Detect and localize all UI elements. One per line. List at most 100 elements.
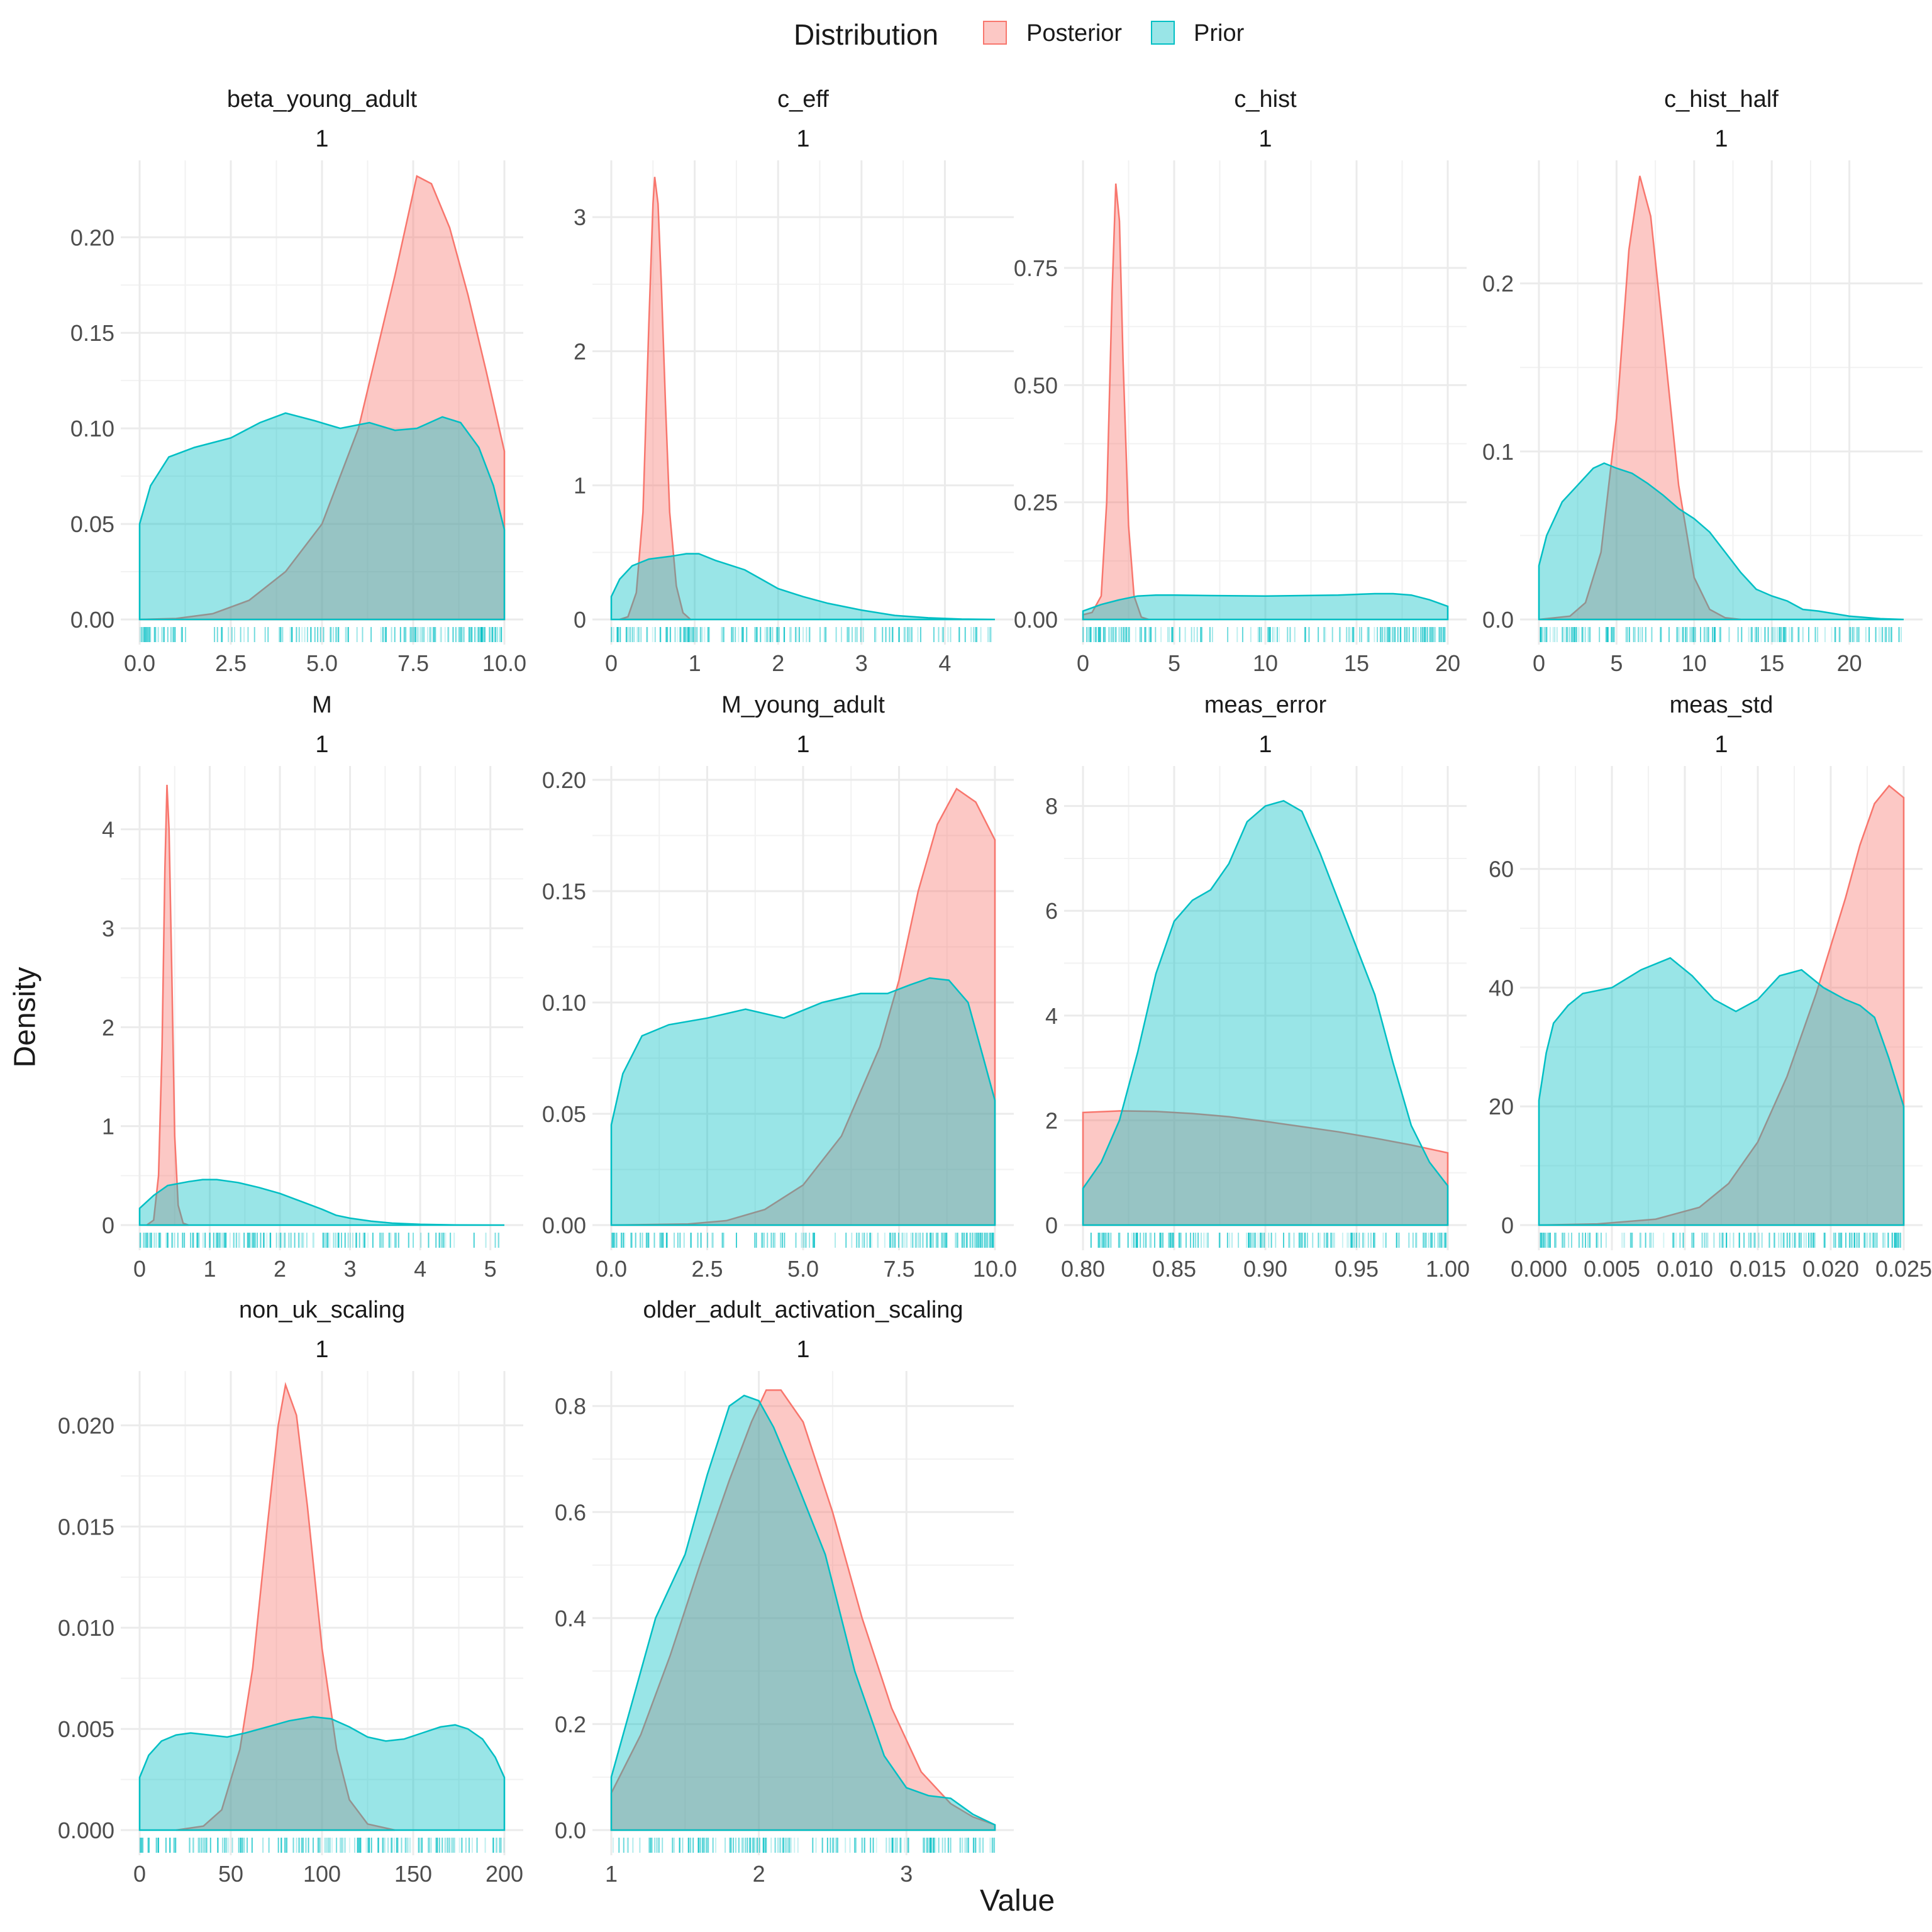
facet-subtitle: 1	[1258, 731, 1272, 758]
y-tick-label: 2	[102, 1014, 114, 1040]
x-tick-label: 5	[484, 1256, 497, 1282]
y-tick-label: 1	[102, 1114, 114, 1140]
y-tick-label: 8	[1045, 794, 1058, 819]
facet-title: c_hist_half	[1664, 86, 1779, 113]
y-tick-label: 0.2	[555, 1711, 586, 1737]
x-tick-label: 2	[753, 1861, 765, 1887]
y-tick-label: 0.6	[555, 1499, 586, 1525]
legend-posterior-key	[983, 21, 1007, 45]
posterior-density	[139, 175, 506, 621]
x-tick-label: 0.95	[1335, 1256, 1379, 1282]
x-tick-label: 5.0	[787, 1256, 819, 1282]
y-tick-label: 0.00	[542, 1213, 586, 1238]
facet-title: M	[312, 692, 332, 718]
x-tick-label: 10.0	[482, 650, 526, 676]
y-tick-label: 0.20	[70, 225, 114, 250]
y-tick-label: 0.10	[542, 990, 586, 1016]
x-tick-label: 3	[855, 650, 868, 676]
facet-panel: meas_error 1 0.80 0.85 0.90 0.95 1.00 0 2 4 6 8	[1045, 692, 1470, 1282]
y-tick-label: 0.00	[1014, 607, 1058, 633]
rug-marks	[139, 1233, 500, 1248]
prior-density	[138, 1179, 505, 1226]
x-tick-label: 4	[414, 1256, 426, 1282]
x-tick-label: 0	[133, 1861, 146, 1887]
y-tick-label: 0.1	[1482, 439, 1514, 465]
rug-marks	[611, 627, 992, 642]
facet-title: non_uk_scaling	[239, 1297, 405, 1323]
facet-title: meas_error	[1204, 692, 1327, 718]
posterior-density	[146, 784, 189, 1226]
y-tick-label: 0.05	[70, 511, 114, 537]
y-tick-label: 0.15	[542, 879, 586, 904]
x-tick-label: 100	[303, 1861, 341, 1887]
legend-posterior-label: Posterior	[1026, 20, 1123, 47]
x-tick-label: 10.0	[973, 1256, 1017, 1282]
y-tick-label: 0.20	[542, 767, 586, 793]
x-tick-label: 2	[772, 650, 784, 676]
y-tick-label: 0.25	[1014, 490, 1058, 516]
x-tick-label: 0	[1533, 650, 1545, 676]
prior-density	[1082, 592, 1449, 621]
x-tick-label: 7.5	[397, 650, 429, 676]
prior-density	[1538, 462, 1904, 621]
y-tick-label: 2	[574, 338, 586, 364]
y-tick-label: 0.020	[58, 1413, 114, 1438]
y-tick-label: 60	[1489, 857, 1514, 882]
x-tick-label: 0.85	[1152, 1256, 1196, 1282]
y-tick-label: 0.4	[555, 1606, 586, 1631]
x-tick-label: 10	[1682, 650, 1707, 676]
x-tick-label: 2.5	[691, 1256, 723, 1282]
rug-marks	[613, 1838, 996, 1853]
y-tick-label: 0.005	[58, 1716, 114, 1742]
facet-title: c_hist	[1234, 86, 1297, 113]
y-tick-label: 0.00	[70, 607, 114, 633]
x-tick-label: 1	[605, 1861, 618, 1887]
x-tick-label: 0.90	[1243, 1256, 1287, 1282]
y-tick-label: 0	[574, 607, 586, 633]
x-tick-label: 15	[1344, 650, 1369, 676]
facet-title: older_adult_activation_scaling	[643, 1297, 963, 1323]
y-tick-label: 0	[102, 1213, 114, 1238]
facet-title: meas_std	[1670, 692, 1774, 718]
y-tick-label: 0.010	[58, 1615, 114, 1641]
y-tick-label: 0.015	[58, 1514, 114, 1540]
y-tick-label: 0.05	[542, 1101, 586, 1127]
x-tick-label: 200	[486, 1861, 523, 1887]
posterior-density	[619, 177, 693, 621]
x-tick-label: 0.010	[1657, 1256, 1713, 1282]
prior-density	[138, 412, 506, 621]
y-tick-label: 6	[1045, 898, 1058, 924]
x-tick-label: 0.020	[1802, 1256, 1859, 1282]
x-tick-label: 20	[1435, 650, 1460, 676]
prior-density	[1082, 799, 1449, 1226]
x-tick-label: 0	[605, 650, 618, 676]
facet-subtitle: 1	[796, 1336, 809, 1363]
legend-prior-key	[1151, 21, 1175, 45]
y-tick-label: 4	[102, 817, 114, 843]
y-tick-label: 0.15	[70, 320, 114, 346]
facet-panel: older_adult_activation_scaling 1 1 2 3 0.0 0.2…	[555, 1297, 1014, 1887]
posterior-density	[1082, 1110, 1449, 1226]
x-axis-label: Value	[980, 1884, 1055, 1918]
x-tick-label: 50	[218, 1861, 243, 1887]
rug-marks	[611, 1233, 994, 1248]
facet-subtitle: 1	[1714, 126, 1728, 152]
facet-panel: non_uk_scaling 1 0 50 100 150 200 0.000 0.005 0.0…	[58, 1297, 523, 1887]
y-tick-label: 20	[1489, 1094, 1514, 1119]
y-tick-label: 0.50	[1014, 372, 1058, 398]
prior-density	[610, 977, 996, 1226]
x-tick-label: 3	[344, 1256, 357, 1282]
rug-marks	[1540, 1233, 1902, 1248]
y-tick-label: 0.8	[555, 1394, 586, 1419]
facet-title: beta_young_adult	[227, 86, 418, 113]
facet-subtitle: 1	[1714, 731, 1728, 758]
posterior-density	[611, 787, 996, 1226]
y-tick-label: 1	[574, 473, 586, 499]
x-tick-label: 15	[1759, 650, 1784, 676]
x-tick-label: 10	[1253, 650, 1278, 676]
prior-density	[610, 553, 996, 621]
x-tick-label: 0	[1077, 650, 1089, 676]
